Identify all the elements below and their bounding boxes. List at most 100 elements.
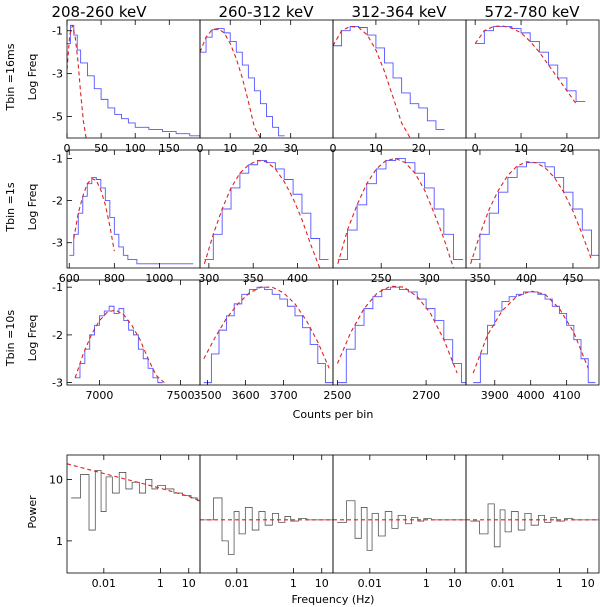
x-tick-label-r0c1: 10 (223, 142, 237, 155)
histogram-series-r1c1 (204, 160, 329, 261)
x-tick-label-r2c3: 4000 (517, 389, 545, 402)
x-tick-label-r0c1: 20 (253, 142, 267, 155)
x-tick-label-r3c2: 10 (448, 577, 462, 590)
xlabel-counts-per-bin: Counts per bin (293, 408, 374, 421)
panel-frame-r1c0 (66, 149, 201, 269)
row-label-10s: Tbin =10s (4, 310, 17, 367)
panel-frame-r3c3 (465, 454, 600, 574)
histogram-series-r2c1 (203, 286, 333, 384)
histogram-series-r0c0 (67, 24, 200, 137)
model-curve-r3c0 (67, 463, 200, 502)
power-spectrum-series-r3c3 (470, 503, 599, 548)
plot-area-r0c1 (200, 28, 285, 138)
y-tick-label-r0c0: -3 (52, 68, 63, 81)
model-curve-r0c3 (474, 25, 577, 104)
panel-frame-r3c2 (332, 454, 467, 574)
panel-r0c2: 0 10 20 (330, 19, 467, 155)
panel-frame-r1c3 (465, 149, 600, 269)
x-tick-label-r2c0: 7500 (167, 389, 195, 402)
x-tick-label-r3c3: 0.01 (491, 577, 516, 590)
panel-r1c3: 350 400 450 (465, 149, 600, 285)
y-tick-label-r2c0: -2 (52, 329, 63, 342)
panel-r3c1: 0.01 1 10 (199, 454, 334, 590)
panel-frame-r3c1 (199, 454, 334, 574)
panel-frame-r1c1 (199, 149, 334, 269)
model-curve-r2c1 (203, 286, 330, 369)
ylabel-power: Power (26, 495, 39, 529)
column-titles: 208-260 keV 260-312 keV 312-364 keV 572-… (51, 3, 580, 21)
column-title-260-312: 260-312 keV (218, 3, 314, 21)
panel-frame-r2c2 (332, 279, 467, 386)
x-tick-label-r3c1: 0.01 (225, 577, 250, 590)
x-tick-label-r0c2: 20 (412, 142, 426, 155)
x-tick-label-r1c3: 400 (516, 272, 537, 285)
y-tick-label-r0c0: -1 (52, 25, 63, 38)
plot-area-r1c3 (470, 161, 599, 264)
power-spectrum-series-r3c2 (337, 500, 466, 551)
x-tick-label-r3c3: 10 (581, 577, 595, 590)
power-spectrum-series-r3c1 (204, 497, 333, 555)
x-tick-label-r1c2: 250 (371, 272, 392, 285)
x-tick-label-r1c1: 300 (198, 272, 219, 285)
panel-r0c3: 0 10 20 (465, 19, 600, 155)
y-tick-label-r1c0: -1 (52, 152, 63, 165)
model-curve-r0c0 (67, 25, 87, 138)
ylabel-log-freq-row3: Log Freq (26, 315, 39, 362)
x-tick-label-r1c0: 1000 (145, 272, 173, 285)
plot-area-r0c0 (67, 24, 200, 138)
x-tick-label-r0c3: 0 (472, 142, 479, 155)
column-title-312-364: 312-364 keV (351, 3, 447, 21)
panel-r2c3: 3900 4000 4100 (465, 279, 600, 402)
ylabel-log-freq-row1: Log Freq (26, 54, 39, 101)
row-labels: Tbin =16ms Tbin =1s Tbin =10s Log Freq L… (4, 43, 39, 528)
x-tick-label-r0c3: 20 (560, 142, 574, 155)
y-tick-label-r2c0: -1 (52, 281, 63, 294)
panel-r1c0: 600 800 1000 -1 -2 -3 (52, 149, 201, 285)
x-tick-label-r2c3: 3900 (481, 389, 509, 402)
model-curve-r0c1 (200, 28, 261, 138)
panel-frame-r2c3 (465, 279, 600, 386)
row-label-16ms: Tbin =16ms (4, 43, 17, 111)
x-tick-label-r0c3: 10 (514, 142, 528, 155)
x-tick-label-r0c2: 10 (369, 142, 383, 155)
plot-area-r1c2 (337, 157, 464, 268)
x-tick-label-r2c2: 2500 (323, 389, 351, 402)
plot-area-r0c2 (333, 25, 445, 138)
model-curve-r1c3 (470, 161, 593, 264)
plot-area-r1c1 (203, 159, 329, 268)
row-label-1s: Tbin =1s (4, 182, 17, 232)
plot-area-r2c0 (74, 305, 165, 384)
histogram-series-r2c0 (75, 305, 163, 384)
y-tick-label-r1c0: -3 (52, 237, 63, 250)
model-curve-r1c0 (73, 178, 115, 252)
x-tick-label-r3c2: 0.01 (358, 577, 383, 590)
x-tick-label-r0c2: 0 (330, 142, 337, 155)
column-title-572-780: 572-780 keV (484, 3, 580, 21)
panel-r1c1: 300 350 400 (198, 149, 334, 285)
histogram-series-r2c3 (473, 291, 596, 384)
y-tick-label-r2c0: -3 (52, 377, 63, 390)
panel-frame-r0c2 (332, 19, 467, 139)
plot-area-r3c1 (200, 497, 333, 555)
histogram-series-r1c0 (69, 176, 194, 265)
panel-r0c0: 0 50 100 150 -1 -3 -5 (52, 19, 201, 155)
x-tick-label-r3c0: 0.01 (92, 577, 117, 590)
x-tick-label-r1c3: 450 (562, 272, 583, 285)
panel-frame-r0c3 (465, 19, 600, 139)
x-tick-label-r3c1: 1 (290, 577, 297, 590)
x-tick-label-r0c1: 30 (284, 142, 298, 155)
panel-r3c0: 0.01 1 10 1 10 (49, 454, 201, 590)
panel-r1c2: 250 300 (332, 149, 467, 285)
histogram-series-r1c2 (337, 157, 464, 261)
panel-r3c2: 0.01 1 10 (332, 454, 467, 590)
x-tick-label-r2c1: 3500 (194, 389, 222, 402)
model-curve-r0c2 (333, 25, 411, 138)
x-tick-label-r0c1: 0 (197, 142, 204, 155)
y-tick-label-r3c0: 1 (56, 535, 63, 548)
model-curve-r2c3 (472, 290, 589, 374)
x-tick-label-r2c0: 7000 (85, 389, 113, 402)
y-tick-label-r1c0: -2 (52, 195, 63, 208)
panel-frame-r0c1 (199, 19, 334, 139)
x-tick-label-r3c0: 1 (157, 577, 164, 590)
histogram-series-r2c2 (337, 286, 466, 384)
